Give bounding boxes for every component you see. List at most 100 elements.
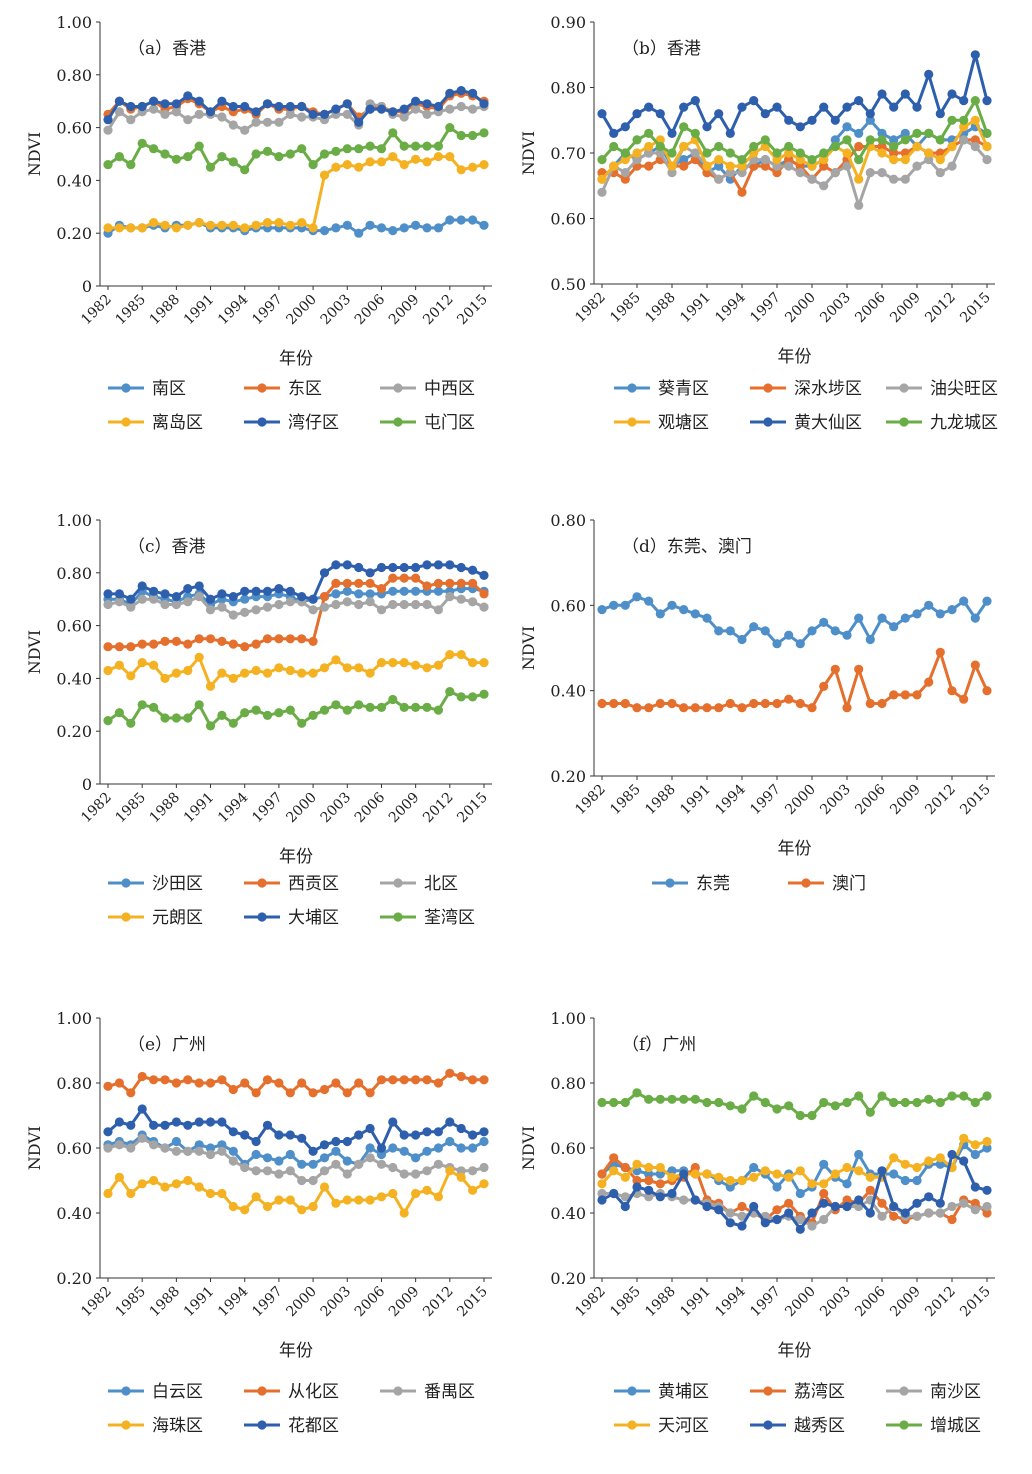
- data-point: [319, 149, 330, 159]
- data-point: [597, 698, 607, 709]
- data-point: [935, 168, 945, 178]
- series-大埔区: [103, 560, 489, 604]
- x-tick-label: 1991: [677, 782, 714, 819]
- data-point: [644, 1094, 654, 1104]
- data-point: [655, 141, 665, 152]
- data-point: [807, 626, 817, 636]
- data-point: [183, 584, 193, 594]
- data-point: [126, 594, 136, 604]
- x-tick-label: 1985: [607, 1284, 644, 1321]
- data-point: [262, 1166, 273, 1176]
- data-point: [749, 1172, 759, 1182]
- data-point: [228, 610, 238, 620]
- legend-label: 深水埗区: [794, 379, 862, 399]
- data-point: [772, 1214, 782, 1225]
- data-point: [137, 658, 147, 668]
- data-point: [103, 642, 113, 652]
- data-point: [331, 162, 341, 172]
- data-point: [251, 1166, 261, 1176]
- data-point: [970, 115, 980, 125]
- data-point: [935, 1153, 945, 1163]
- data-point: [376, 104, 387, 114]
- data-point: [183, 1120, 193, 1130]
- data-point: [149, 702, 159, 713]
- data-point: [644, 102, 654, 112]
- data-point: [399, 658, 409, 668]
- data-point: [205, 1188, 216, 1199]
- x-axis-title: 年份: [778, 1341, 812, 1361]
- legend-label: 屯门区: [424, 413, 475, 433]
- data-point: [667, 128, 677, 138]
- data-point: [205, 721, 216, 731]
- series-line: [107, 595, 485, 617]
- series-line: [106, 1169, 485, 1215]
- x-tick-label: 1985: [607, 782, 644, 819]
- y-tick-label: 0.40: [550, 1204, 586, 1223]
- x-tick-label: 1994: [712, 1283, 749, 1320]
- data-point: [924, 677, 934, 687]
- data-point: [103, 1127, 113, 1137]
- data-point: [160, 599, 170, 610]
- data-point: [479, 1127, 489, 1137]
- x-axis-title: 年份: [778, 347, 812, 367]
- data-point: [251, 639, 261, 649]
- data-point: [784, 115, 794, 125]
- series-越秀区: [597, 1149, 992, 1234]
- data-point: [137, 581, 147, 591]
- data-point: [982, 1201, 992, 1212]
- data-point: [889, 174, 899, 184]
- chart-panel-b: 0.50 0.60 0.70 0.80 0.90 19821985198819911994…: [519, 13, 998, 433]
- data-point: [354, 1130, 364, 1140]
- data-point: [445, 578, 455, 589]
- series-line: [601, 1153, 988, 1231]
- data-point: [445, 1136, 455, 1147]
- data-point: [702, 1097, 712, 1108]
- data-point: [251, 586, 261, 596]
- data-point: [160, 636, 170, 647]
- data-point: [365, 157, 375, 167]
- data-point: [160, 1143, 170, 1153]
- data-point: [354, 562, 364, 573]
- data-point: [900, 1097, 910, 1108]
- data-point: [877, 1166, 887, 1176]
- y-tick-label: 1.00: [550, 1009, 586, 1028]
- data-point: [251, 220, 261, 230]
- series-北区: [103, 592, 489, 620]
- data-point: [702, 1169, 712, 1179]
- data-point: [468, 692, 478, 702]
- data-point: [205, 1078, 216, 1088]
- x-tick-label: 1991: [181, 790, 218, 827]
- series-澳门: [597, 647, 992, 713]
- data-point: [274, 1169, 284, 1179]
- data-point: [114, 1172, 124, 1182]
- data-point: [959, 115, 969, 125]
- y-tick-label: 0.50: [550, 275, 586, 294]
- data-point: [149, 594, 159, 604]
- data-point: [251, 1088, 261, 1098]
- data-point: [830, 115, 840, 125]
- data-point: [772, 1104, 782, 1114]
- legend-label: 黄埔区: [658, 1382, 709, 1402]
- series-line: [107, 1136, 485, 1182]
- data-point: [819, 1188, 829, 1199]
- data-point: [194, 1146, 204, 1156]
- legend-swatch-marker: [899, 1420, 909, 1430]
- x-tick-label: 1988: [147, 790, 184, 827]
- data-point: [807, 1208, 817, 1218]
- x-tick-label: 1985: [112, 292, 149, 329]
- data-point: [690, 1094, 700, 1104]
- data-point: [114, 642, 124, 652]
- data-point: [900, 1159, 910, 1169]
- data-point: [262, 602, 273, 612]
- data-point: [126, 160, 136, 170]
- data-point: [912, 609, 922, 619]
- data-point: [228, 101, 238, 112]
- data-point: [597, 605, 607, 615]
- series-line: [107, 690, 485, 728]
- data-point: [784, 1101, 794, 1111]
- legend-swatch-marker: [121, 1420, 131, 1430]
- data-point: [331, 1078, 341, 1088]
- data-point: [365, 220, 375, 230]
- series-line: [600, 53, 989, 135]
- data-point: [737, 1175, 747, 1186]
